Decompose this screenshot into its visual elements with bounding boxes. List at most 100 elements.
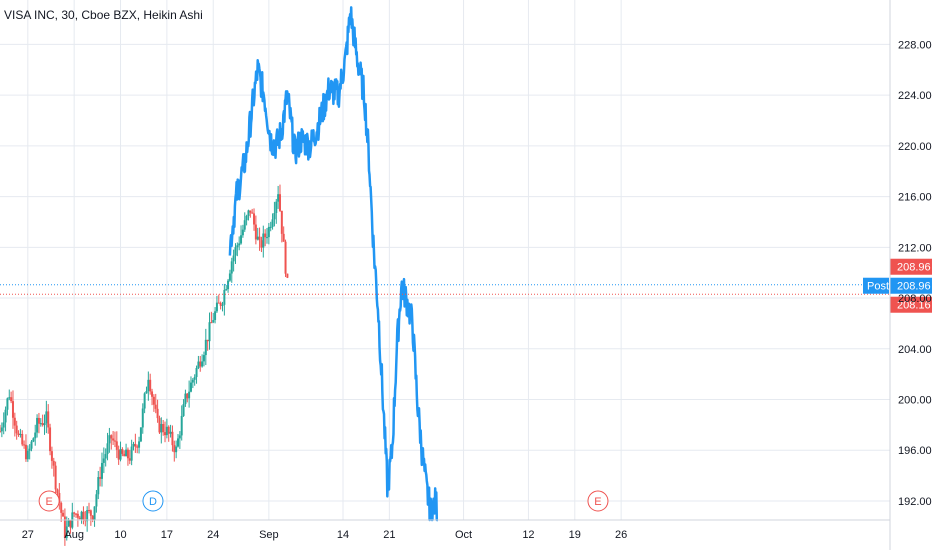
candle-up bbox=[26, 450, 29, 460]
candle-up bbox=[234, 247, 237, 256]
candle-down bbox=[99, 477, 102, 479]
candle-down bbox=[88, 510, 90, 512]
candle-up bbox=[230, 261, 233, 274]
candle-up bbox=[43, 423, 46, 426]
candle-up bbox=[104, 454, 107, 459]
candle-down bbox=[121, 449, 124, 454]
candle-up bbox=[241, 229, 244, 236]
candle-up bbox=[95, 494, 98, 507]
candle-down bbox=[110, 435, 113, 439]
candle-down bbox=[199, 361, 202, 367]
candle-up bbox=[271, 219, 274, 227]
candle-down bbox=[49, 427, 52, 452]
upper-price-badge: 208.96 bbox=[897, 262, 931, 274]
y-tick-label: 200.00 bbox=[898, 395, 932, 407]
candle-up bbox=[262, 233, 265, 248]
candle-up bbox=[277, 194, 280, 202]
candle-down bbox=[112, 438, 115, 441]
chart-title: VISA INC, 30, Cboe BZX, Heikin Ashi bbox=[4, 8, 203, 22]
candle-down bbox=[186, 393, 189, 399]
candle-down bbox=[128, 458, 131, 461]
candle-up bbox=[202, 355, 205, 362]
candle-down bbox=[260, 240, 263, 248]
candle-down bbox=[62, 512, 65, 517]
candle-up bbox=[195, 368, 198, 378]
forecast-layer bbox=[228, 6, 439, 522]
candle-up bbox=[165, 426, 168, 436]
last-price-badge: 208.16 bbox=[897, 300, 931, 312]
x-tick-label: 17 bbox=[161, 529, 173, 541]
candle-up bbox=[145, 391, 148, 394]
candle-down bbox=[47, 411, 50, 428]
candle-down bbox=[15, 425, 18, 434]
candle-down bbox=[10, 397, 13, 402]
candle-down bbox=[158, 418, 161, 433]
y-tick-label: 196.00 bbox=[898, 445, 932, 457]
candle-down bbox=[60, 502, 63, 513]
dividend-marker bbox=[142, 490, 164, 512]
candle-down bbox=[82, 511, 85, 520]
candle-up bbox=[45, 411, 48, 424]
candle-down bbox=[251, 212, 254, 214]
candle-down bbox=[91, 515, 94, 521]
candle-down bbox=[173, 445, 176, 453]
projection-line bbox=[228, 6, 439, 522]
candle-down bbox=[63, 516, 66, 538]
candle-up bbox=[240, 235, 243, 244]
candle-up bbox=[102, 458, 105, 463]
candle-up bbox=[8, 397, 11, 399]
candle-up bbox=[232, 255, 235, 262]
x-tick-label: 10 bbox=[114, 529, 126, 541]
x-tick-label: 27 bbox=[22, 529, 34, 541]
candle-layer bbox=[0, 184, 289, 546]
x-tick-label: Sep bbox=[259, 529, 279, 541]
candle-up bbox=[28, 448, 31, 451]
y-tick-label: 216.00 bbox=[898, 192, 932, 204]
candle-down bbox=[75, 513, 78, 515]
candle-down bbox=[54, 465, 57, 490]
candle-down bbox=[206, 339, 209, 342]
candle-down bbox=[286, 273, 289, 278]
candle-up bbox=[215, 302, 218, 312]
candle-down bbox=[284, 241, 287, 274]
candle-up bbox=[143, 393, 146, 409]
candle-up bbox=[160, 424, 163, 433]
candle-up bbox=[138, 441, 141, 448]
candle-up bbox=[182, 404, 185, 416]
candle-down bbox=[152, 396, 155, 405]
x-tick-label: Oct bbox=[455, 529, 472, 541]
candle-up bbox=[80, 511, 83, 520]
candle-up bbox=[130, 446, 133, 461]
candle-up bbox=[256, 236, 259, 240]
candle-down bbox=[219, 302, 222, 306]
candle-up bbox=[6, 398, 9, 410]
candle-down bbox=[113, 440, 116, 442]
candle-up bbox=[108, 435, 111, 444]
candle-down bbox=[134, 443, 137, 447]
candle-down bbox=[149, 379, 152, 392]
candle-down bbox=[217, 302, 220, 304]
candle-down bbox=[278, 194, 281, 211]
earnings-marker bbox=[587, 490, 609, 512]
candle-up bbox=[36, 417, 39, 433]
candle-up bbox=[175, 446, 178, 453]
candle-up bbox=[177, 438, 179, 447]
candle-up bbox=[178, 435, 181, 439]
candle-down bbox=[154, 404, 157, 409]
candle-up bbox=[214, 311, 217, 320]
y-tick-label: 204.00 bbox=[898, 344, 932, 356]
candle-down bbox=[41, 423, 44, 426]
candle-down bbox=[21, 433, 24, 445]
candle-up bbox=[100, 462, 103, 479]
upper-price-badge-bg bbox=[890, 258, 932, 275]
candle-up bbox=[193, 377, 196, 380]
dividend-marker-label: D bbox=[149, 496, 157, 508]
candle-down bbox=[254, 224, 257, 240]
candle-down bbox=[115, 441, 118, 450]
earnings-marker-label: E bbox=[594, 496, 601, 508]
candle-down bbox=[171, 431, 174, 446]
